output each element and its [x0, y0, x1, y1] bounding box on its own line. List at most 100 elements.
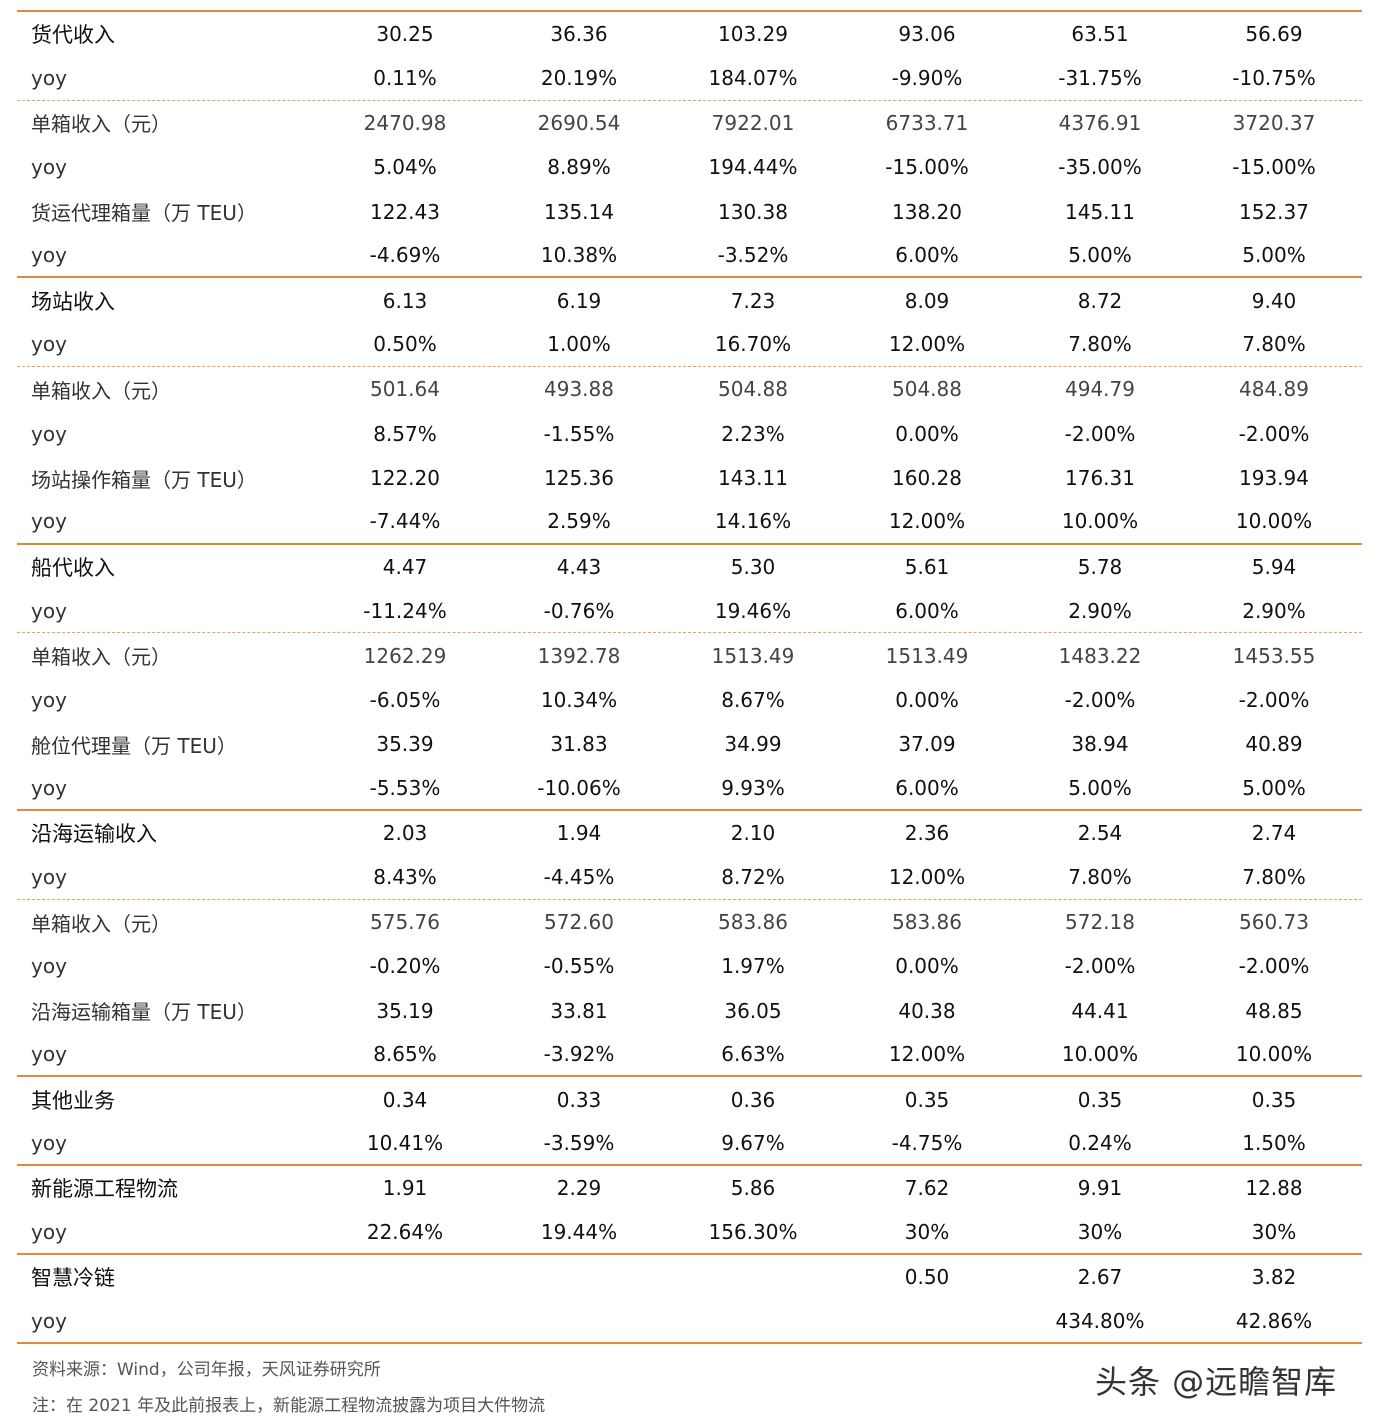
table-row: 舱位代理量（万 TEU） 35.39 31.83 34.99 37.09 38.94 40.…: [17, 722, 1362, 766]
row-label: yoy: [31, 421, 67, 446]
table-cell: 48.85: [1245, 998, 1303, 1023]
table-cell: -2.00%: [1064, 421, 1136, 446]
table-row: yoy 0.11% 20.19% 184.07% -9.90% -31.75% -10.75…: [17, 56, 1362, 101]
table-row: yoy -7.44% 2.59% 14.16% 12.00% 10.00% 10.00%: [17, 500, 1362, 545]
table-cell: -5.53%: [369, 775, 441, 800]
table-cell: 434.80%: [1055, 1308, 1145, 1333]
table-cell: 2.54: [1077, 821, 1123, 846]
table-cell: 36.05: [724, 998, 782, 1023]
table-cell: 0.00%: [895, 421, 959, 446]
table-cell: -4.69%: [369, 243, 441, 268]
table-row: 单箱收入（元） 1262.29 1392.78 1513.49 1513.49 1483.…: [17, 633, 1362, 677]
table-cell: 6.00%: [895, 775, 959, 800]
table-cell: 93.06: [898, 22, 956, 47]
table-cell: 7.62: [904, 1176, 950, 1201]
table-cell: 8.57%: [373, 421, 437, 446]
table-cell: 3.82: [1251, 1265, 1297, 1290]
table-cell: 2.23%: [721, 421, 785, 446]
table-cell: 130.38: [718, 199, 788, 224]
table-cell: -15.00%: [885, 155, 969, 180]
table-body: 货代收入 30.25 36.36 103.29 93.06 63.51 56.69 yoy 0.…: [17, 12, 1362, 1344]
row-label: 货代收入: [31, 23, 115, 48]
table-cell: 22.64%: [366, 1219, 444, 1244]
table-cell: [318, 1299, 492, 1341]
table-row: yoy 8.57% -1.55% 2.23% 0.00% -2.00% -2.00%: [17, 412, 1362, 456]
financial-table: 货代收入 30.25 36.36 103.29 93.06 63.51 56.69 yoy 0.…: [17, 10, 1362, 1344]
table-cell: 6.00%: [895, 243, 959, 268]
row-label: yoy: [31, 1219, 67, 1244]
table-cell: 40.89: [1245, 732, 1303, 757]
table-cell: 2690.54: [537, 110, 621, 135]
table-cell: 2.10: [730, 821, 776, 846]
table-cell: -9.90%: [891, 66, 963, 91]
table-cell: 12.00%: [888, 332, 966, 357]
table-cell: 1513.49: [711, 643, 795, 668]
table-cell: 103.29: [718, 22, 788, 47]
row-label: 沿海运输收入: [31, 822, 157, 847]
table-cell: 156.30%: [708, 1219, 798, 1244]
table-cell: 575.76: [370, 910, 440, 934]
table-row: yoy 434.80% 42.86%: [17, 1299, 1362, 1344]
table-cell: 35.19: [376, 998, 434, 1023]
row-label: yoy: [31, 509, 67, 534]
table-cell: 6733.71: [885, 110, 969, 135]
table-cell: [492, 1299, 666, 1341]
table-cell: 493.88: [544, 377, 614, 402]
table-cell: 1513.49: [885, 643, 969, 668]
table-cell: -2.00%: [1238, 954, 1310, 979]
table-row: yoy -4.69% 10.38% -3.52% 6.00% 5.00% 5.00%: [17, 234, 1362, 279]
table-cell: 2.74: [1251, 821, 1297, 846]
table-cell: -4.75%: [891, 1130, 963, 1155]
table-cell: 6.63%: [721, 1042, 785, 1067]
table-cell: 5.86: [730, 1176, 776, 1201]
table-cell: -4.45%: [543, 865, 615, 890]
row-label: yoy: [31, 66, 67, 91]
table-cell: 125.36: [544, 466, 614, 491]
table-cell: 572.18: [1065, 910, 1135, 934]
table-cell: 34.99: [724, 732, 782, 757]
table-cell: 12.88: [1245, 1176, 1303, 1201]
row-label: yoy: [31, 688, 67, 713]
table-row: yoy -5.53% -10.06% 9.93% 6.00% 5.00% 5.00%: [17, 767, 1362, 812]
table-cell: 8.09: [904, 288, 950, 313]
table-cell: 143.11: [718, 466, 788, 491]
table-cell: 194.44%: [708, 155, 798, 180]
watermark: 头条 @远瞻智库: [1095, 1363, 1338, 1401]
table-cell: 184.07%: [708, 66, 798, 91]
row-label: 船代收入: [31, 555, 115, 580]
table-cell: 5.94: [1251, 554, 1297, 579]
row-label: 新能源工程物流: [31, 1177, 178, 1202]
table-cell: 5.78: [1077, 554, 1123, 579]
table-cell: 44.41: [1071, 998, 1129, 1023]
row-label: 单箱收入（元）: [31, 911, 171, 936]
table-cell: [666, 1255, 840, 1299]
table-cell: 56.69: [1245, 22, 1303, 47]
row-label: yoy: [31, 598, 67, 623]
table-cell: -3.59%: [543, 1130, 615, 1155]
table-cell: 30%: [904, 1219, 950, 1244]
table-cell: 14.16%: [714, 509, 792, 534]
table-cell: 6.00%: [895, 598, 959, 623]
table-cell: -0.55%: [543, 954, 615, 979]
table-cell: 122.43: [370, 199, 440, 224]
table-cell: 10.00%: [1235, 1042, 1313, 1067]
table-cell: 8.89%: [547, 155, 611, 180]
table-cell: 2470.98: [363, 110, 447, 135]
table-cell: [666, 1299, 840, 1341]
table-row: yoy 5.04% 8.89% 194.44% -15.00% -35.00% -15.00…: [17, 145, 1362, 189]
table-cell: 7.80%: [1068, 865, 1132, 890]
row-label: yoy: [31, 332, 67, 357]
table-cell: 1483.22: [1058, 643, 1142, 668]
table-cell: 10.00%: [1235, 509, 1313, 534]
source-note: 资料来源：Wind，公司年报，天风证券研究所: [32, 1360, 381, 1380]
table-row: 场站收入 6.13 6.19 7.23 8.09 8.72 9.40: [17, 278, 1362, 322]
table-cell: -2.00%: [1238, 421, 1310, 446]
table-cell: 42.86%: [1235, 1308, 1313, 1333]
table-cell: -10.06%: [537, 775, 621, 800]
table-row: 智慧冷链 0.50 2.67 3.82: [17, 1255, 1362, 1299]
table-cell: 6.13: [382, 288, 428, 313]
table-row: 货运代理箱量（万 TEU） 122.43 135.14 130.38 138.20 145…: [17, 190, 1362, 234]
table-cell: 7922.01: [711, 110, 795, 135]
row-label: 沿海运输箱量（万 TEU）: [31, 1000, 257, 1025]
table-cell: 1.94: [556, 821, 602, 846]
